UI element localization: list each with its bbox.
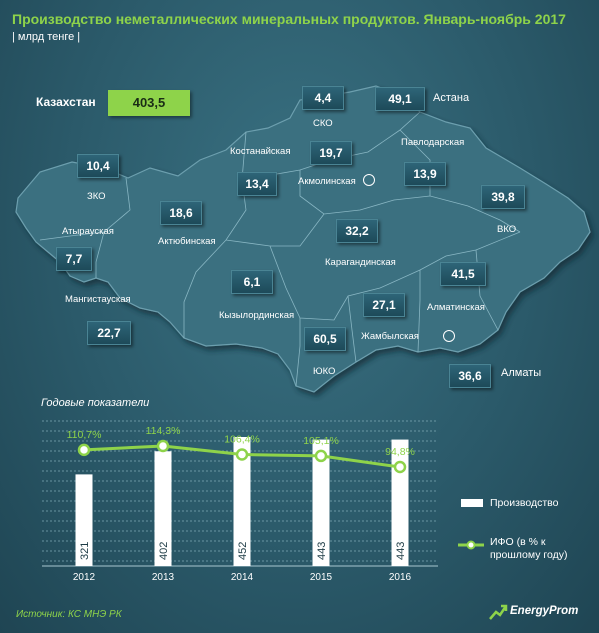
- legend-bar-swatch: [461, 499, 483, 507]
- map-outline: [15, 85, 591, 393]
- production-bar: [75, 474, 93, 566]
- ifo-value-label: 106,4%: [224, 434, 260, 446]
- legend-line-label: ИФО (в % к прошлому году): [490, 536, 568, 561]
- region-value-atyrau: 7,7: [56, 247, 92, 271]
- bar-value-label: 402: [158, 542, 170, 560]
- units-label: | млрд тенге |: [12, 31, 81, 43]
- x-tick-label: 2014: [231, 572, 254, 583]
- ifo-value-label: 94,8%: [385, 446, 415, 458]
- bar-value-label: 452: [237, 542, 249, 560]
- region-label-akmola: Акмолинская: [298, 176, 356, 187]
- region-label-kyzylorda: Кызылординская: [219, 310, 295, 321]
- region-value-astana: 49,1: [375, 87, 425, 111]
- region-label-astana: Астана: [433, 92, 470, 104]
- country-label: Казахстан: [36, 95, 96, 109]
- region-value-kostanay: 13,4: [237, 172, 277, 196]
- region-value-akmola: 19,7: [310, 141, 352, 165]
- region-label-almaty-city: Алматы: [501, 367, 542, 379]
- almaty-city-marker: [443, 330, 455, 342]
- region-label-pavlodar: Павлодарская: [401, 137, 465, 148]
- region-value-sko: 4,4: [302, 86, 344, 110]
- bar-value-label: 321: [79, 542, 91, 560]
- x-tick-label: 2016: [389, 572, 412, 583]
- region-value-kyzylorda: 6,1: [231, 270, 273, 294]
- x-tick-label: 2012: [73, 572, 96, 583]
- region-label-almaty-region: Алматинская: [427, 302, 485, 313]
- region-value-karaganda: 32,2: [336, 219, 378, 243]
- region-label-yuko: ЮКО: [313, 366, 336, 377]
- region-value-yuko: 60,5: [304, 327, 346, 351]
- bar-value-label: 443: [395, 542, 407, 560]
- ifo-point: [77, 443, 91, 457]
- country-total: 403,5: [108, 90, 190, 116]
- region-value-almaty-region: 41,5: [440, 262, 486, 286]
- region-label-zko: ЗКО: [87, 191, 106, 202]
- x-tick-label: 2015: [310, 572, 333, 583]
- region-value-aktobe: 18,6: [160, 201, 202, 225]
- chart-title: Производство неметаллических минеральных…: [12, 11, 566, 27]
- source-note: Источник: КС МНЭ РК: [16, 609, 122, 620]
- region-value-almaty-city: 36,6: [449, 364, 491, 388]
- ifo-point: [235, 448, 249, 461]
- ifo-point: [314, 449, 328, 463]
- region-value-zko: 10,4: [77, 154, 119, 178]
- annual-chart-title: Годовые показатели: [41, 397, 150, 409]
- energyprom-logo-icon: [489, 604, 508, 620]
- region-label-kostanay: Костанайская: [230, 146, 291, 157]
- ifo-value-label: 114,3%: [146, 425, 181, 437]
- region-value-zhambyl: 27,1: [363, 293, 405, 317]
- region-value-pavlodar: 13,9: [404, 162, 446, 186]
- region-label-aktobe: Актюбинская: [158, 236, 216, 247]
- production-bar: [233, 437, 251, 566]
- region-label-atyrau: Атырауская: [62, 226, 114, 237]
- ifo-value-label: 105,1%: [303, 435, 339, 447]
- region-value-mangystau: 22,7: [87, 321, 131, 345]
- region-label-mangystau: Мангистауская: [65, 294, 131, 305]
- brand-name: EnergyProm: [510, 605, 579, 617]
- region-label-zhambyl: Жамбылская: [361, 331, 419, 342]
- region-label-vko: ВКО: [497, 224, 517, 235]
- production-bar: [154, 451, 172, 566]
- legend-bar-label: Производство: [490, 497, 559, 509]
- legend-line-swatch: [458, 540, 484, 550]
- x-tick-label: 2013: [152, 572, 175, 583]
- bar-value-label: 443: [316, 542, 328, 560]
- region-label-karaganda: Карагандинская: [325, 257, 396, 268]
- astana-city-marker: [363, 174, 375, 186]
- region-label-sko: СКО: [313, 118, 333, 129]
- region-value-vko: 39,8: [481, 185, 525, 209]
- ifo-point: [156, 439, 170, 453]
- ifo-point: [393, 460, 407, 474]
- ifo-value-label: 110,7%: [67, 429, 102, 441]
- production-bar: [312, 439, 330, 566]
